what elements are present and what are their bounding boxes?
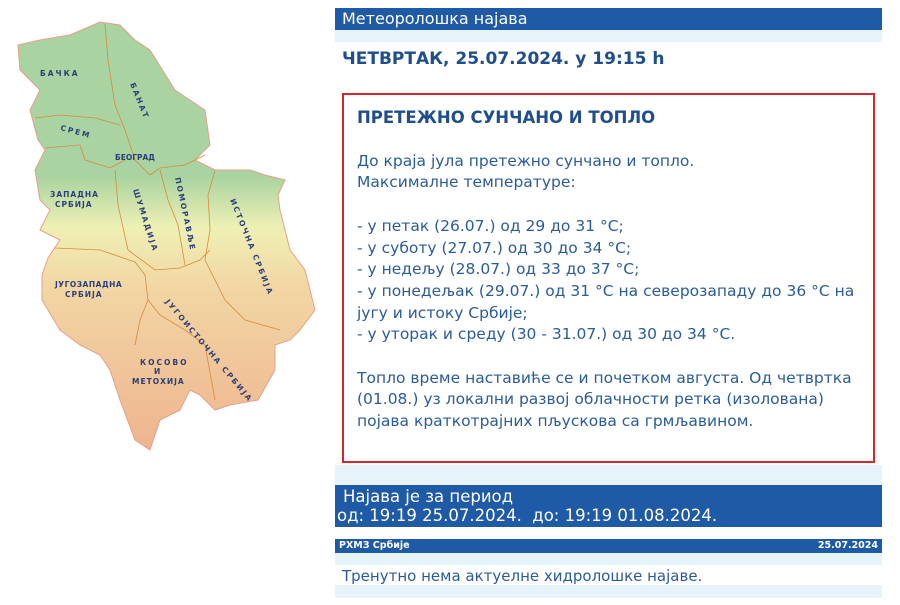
- serbia-regions-map: БАЧКА БАНАТ СРЕМ БЕОГРАД ЗАПАДНА СРБИЈА …: [17, 21, 316, 451]
- forecast-day: - у недељу (28.07.) од 33 до 37 °C;: [357, 260, 640, 279]
- region-label-metohija: МЕТОХИЈА: [132, 377, 185, 386]
- hydro-band-top: [335, 553, 882, 565]
- forecast-intro-line: Максималне температуре:: [357, 173, 576, 192]
- period-range: од: 19:19 25.07.2024. до: 19:19 01.08.20…: [337, 506, 718, 525]
- source-name: РХМЗ Србије: [339, 540, 410, 551]
- forecast-intro-line: До краја јула претежно сунчано и топло.: [357, 151, 695, 170]
- region-label-backa: БАЧКА: [40, 69, 80, 78]
- hydro-message: Тренутно нема актуелне хидролошке најаве…: [342, 567, 703, 585]
- forecast-day: - у петак (26.07.) од 29 до 31 °C;: [357, 216, 624, 235]
- forecast-title: ПРЕТЕЖНО СУНЧАНО И ТОПЛО: [357, 108, 656, 127]
- source-bar: РХМЗ Србије 25.07.2024: [335, 539, 882, 553]
- forecast-period: Најава је за период од: 19:19 25.07.2024…: [335, 485, 882, 527]
- serbia-outline: [17, 21, 316, 451]
- section-header: Метеоролошка најава: [335, 8, 882, 30]
- region-label-i: И: [154, 367, 162, 376]
- region-borders: [34, 23, 281, 401]
- forecast-outro: Топло време наставиће се и почетком авгу…: [357, 368, 852, 431]
- region-label-beograd: БЕОГРАД: [115, 153, 155, 162]
- hydro-band-bottom: [335, 585, 882, 598]
- period-label: Најава је за период: [343, 487, 514, 506]
- region-label-zapadna: ЗАПАДНА: [50, 190, 99, 199]
- region-label-jugozapadna: ЈУГОЗАПАДНА: [54, 280, 122, 289]
- forecast-day: - у суботу (27.07.) од 30 до 34 °C;: [357, 238, 632, 257]
- region-label-kosovo: КОСОВО: [140, 358, 188, 367]
- issued-datetime: ЧЕТВРТАК, 25.07.2024. у 19:15 h: [342, 49, 665, 69]
- forecast-day: - у понедељак (29.07.) од 31 °C на север…: [357, 281, 855, 322]
- region-label-zapadna-srbija: СРБИЈА: [55, 200, 93, 209]
- forecast-box: ПРЕТЕЖНО СУНЧАНО И ТОПЛО До краја јула п…: [342, 93, 875, 463]
- source-date: 25.07.2024: [817, 540, 878, 551]
- forecast-day: - у уторак и среду (30 - 31.07.) од 30 д…: [357, 325, 736, 344]
- region-label-jugozapadna-srbija: СРБИЈА: [65, 290, 103, 299]
- header-band: [335, 30, 882, 42]
- spacer-band: [335, 465, 882, 485]
